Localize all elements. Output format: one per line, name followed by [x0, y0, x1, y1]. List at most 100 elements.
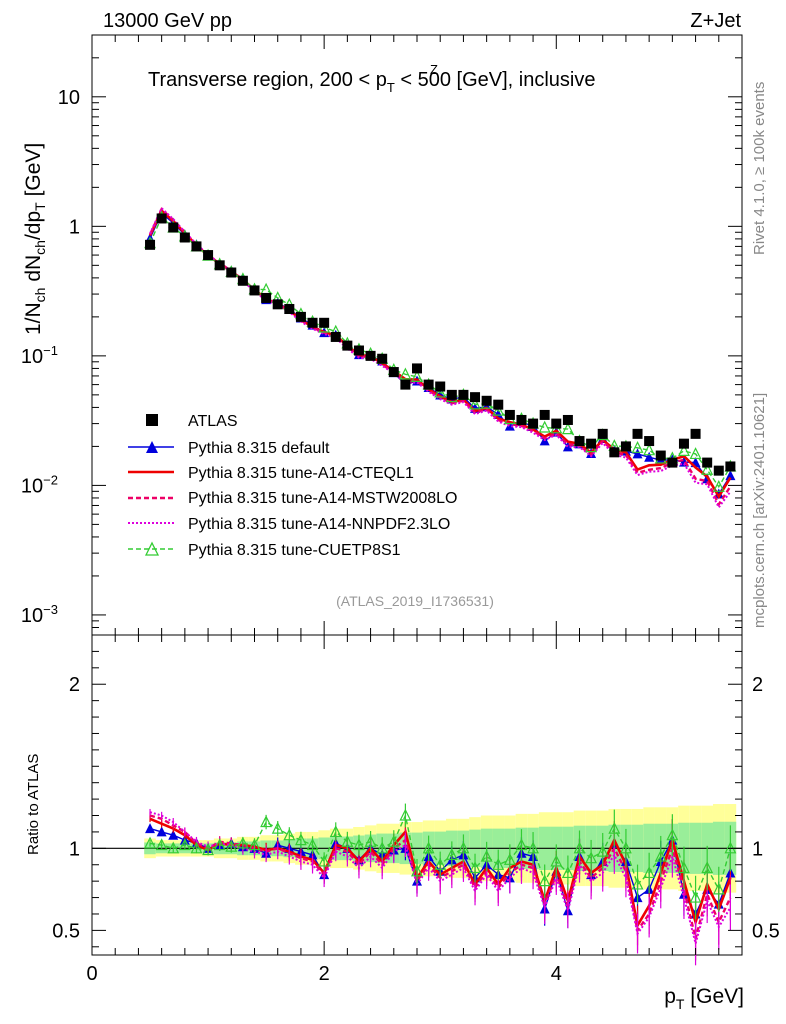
data-point-atlas [249, 285, 260, 296]
ratio-point-cuetp8s1 [213, 838, 226, 851]
y-tick-label: 10 [58, 87, 80, 109]
ratio-point-cuetp8s1 [445, 848, 458, 860]
data-point-atlas [261, 292, 272, 303]
data-point-atlas [632, 428, 643, 439]
y-tick-label: 1 [69, 216, 80, 238]
ratio-point-cuetp8s1 [515, 838, 528, 851]
data-point-atlas [191, 241, 202, 252]
ratio-point-cuetp8s1 [689, 890, 702, 903]
y-tick-label: 10−1 [21, 343, 58, 368]
data-point-atlas [179, 232, 190, 243]
ratio-point-cuetp8s1 [364, 834, 377, 847]
series-point-cuetp8s1 [538, 420, 551, 433]
data-point-atlas [609, 447, 620, 458]
x-axis-label: pT [GeV] [664, 985, 744, 1012]
series-line-cuetp8s1 [149, 216, 732, 489]
series-point-cuetp8s1 [434, 385, 447, 398]
analysis-label: (ATLAS_2019_I1736531) [336, 593, 494, 609]
data-point-atlas [516, 414, 527, 425]
data-point-atlas [458, 389, 469, 400]
series-point-default [504, 420, 515, 431]
ratio-point-cuetp8s1 [248, 838, 261, 851]
data-point-atlas [678, 438, 689, 449]
ratio-point-cuetp8s1 [434, 857, 447, 870]
ratio-point-cuetp8s1 [236, 836, 249, 849]
ratio-point-cuetp8s1 [712, 882, 725, 895]
svg-text:Pythia 8.315 tune-A14-CTEQL1: Pythia 8.315 tune-A14-CTEQL1 [188, 465, 414, 482]
data-point-atlas [620, 441, 631, 452]
data-point-atlas [470, 392, 481, 403]
data-point-atlas [365, 350, 376, 361]
y-tick-label: 10−3 [21, 602, 58, 627]
ratio-point-cuetp8s1 [596, 844, 609, 857]
ratio-point-cuetp8s1 [527, 841, 540, 854]
data-point-atlas [586, 438, 597, 449]
series-line-mstw2008lo [148, 207, 732, 507]
data-point-atlas [562, 414, 573, 425]
ratio-point-cuetp8s1 [271, 821, 284, 834]
series-point-default [713, 488, 724, 499]
ratio-point-cuetp8s1 [352, 838, 365, 851]
ratio-point-cuetp8s1 [318, 854, 331, 867]
ratio-point-default [145, 823, 156, 834]
data-point-atlas [400, 379, 411, 390]
series-point-cuetp8s1 [399, 367, 412, 380]
ratio-point-cuetp8s1 [538, 874, 551, 887]
data-point-atlas [388, 367, 399, 378]
ratio-plot-frame [91, 634, 743, 956]
data-point-atlas [330, 331, 341, 342]
series-point-cuetp8s1 [677, 444, 690, 456]
rivet-label: Rivet 4.1.0, ≥ 100k events [751, 82, 768, 255]
y-axis-label-ratio: Ratio to ATLAS [25, 754, 42, 855]
ratio-point-cuetp8s1 [503, 852, 516, 865]
data-point-atlas [667, 457, 678, 468]
ratio-point-default [156, 826, 167, 837]
series-point-default [632, 448, 643, 459]
svg-text:Pythia 8.315 tune-A14-NNPDF2.3: Pythia 8.315 tune-A14-NNPDF2.3LO [188, 516, 450, 533]
y-axis-label-main: 1/Nch dNch/dpT [GeV] [22, 143, 48, 335]
ratio-point-cuetp8s1 [411, 864, 423, 877]
ratio-point-cuetp8s1 [677, 861, 690, 874]
legend-entry-atlas: ATLAS [146, 413, 238, 430]
ratio-point-cuetp8s1 [144, 836, 157, 849]
data-point-atlas [504, 409, 515, 420]
data-point-atlas [690, 428, 701, 439]
data-point-atlas [145, 239, 156, 250]
data-point-atlas [435, 381, 446, 392]
data-point-atlas [539, 409, 550, 420]
data-point-atlas [725, 461, 736, 472]
data-point-atlas [493, 399, 504, 410]
data-point-atlas [226, 267, 237, 278]
series-point-cuetp8s1 [643, 443, 656, 456]
ratio-point-cuetp8s1 [202, 843, 215, 856]
data-point-atlas [284, 304, 295, 315]
legend: ATLAS Pythia 8.315 default Pythia 8.315 … [128, 413, 457, 559]
series-point-cuetp8s1 [689, 447, 702, 460]
svg-text:pT [GeV]: pT [GeV] [664, 985, 744, 1012]
legend-entry-mstw2008lo: Pythia 8.315 tune-A14-MSTW2008LO [128, 490, 457, 507]
series-point-cuetp8s1 [701, 462, 714, 475]
ratio-point-cuetp8s1 [341, 834, 354, 847]
ratio-point-cuetp8s1 [283, 828, 296, 841]
plot-title-sup: Z [430, 62, 438, 77]
data-point-atlas [574, 436, 585, 447]
ratio-y-tick-label-right: 1 [752, 838, 763, 860]
data-point-atlas [702, 457, 713, 468]
ratio-point-cuetp8s1 [550, 854, 563, 867]
ratio-point-cuetp8s1 [329, 825, 342, 838]
source-label: mcplots.cern.ch [arXiv:2401.10621] [751, 393, 768, 628]
series-point-cuetp8s1 [712, 479, 725, 492]
ratio-point-cuetp8s1 [260, 815, 273, 828]
ratio-point-cuetp8s1 [631, 877, 644, 890]
series-point-default [725, 470, 736, 481]
x-tick-label: 0 [86, 963, 97, 985]
ratio-point-cuetp8s1 [573, 841, 586, 854]
plot-title-main: Transverse region, 200 < p [148, 69, 387, 91]
legend-entry-default: Pythia 8.315 default [128, 440, 330, 457]
data-point-atlas [423, 379, 434, 390]
energy-label: 13000 GeV pp [103, 10, 232, 32]
ratio-y-tick-label: 2 [69, 674, 80, 696]
ratio-point-cuetp8s1 [469, 861, 482, 874]
ratio-point-cuetp8s1 [190, 841, 203, 854]
